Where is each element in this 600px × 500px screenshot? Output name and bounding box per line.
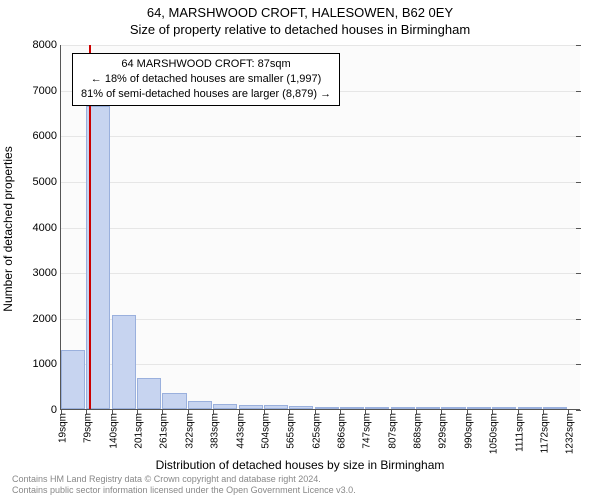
x-tick-label: 19sqm xyxy=(58,413,69,443)
x-tick-label: 443sqm xyxy=(235,413,246,449)
gridline xyxy=(61,228,580,229)
histogram-bar xyxy=(518,407,542,409)
y-tick-label: 7000 xyxy=(17,85,57,97)
histogram-bar xyxy=(416,407,440,409)
y-tick-mark xyxy=(576,364,581,365)
histogram-bar xyxy=(315,407,339,409)
x-tick-label: 747sqm xyxy=(362,413,373,449)
y-tick-label: 4000 xyxy=(17,222,57,234)
annotation-line-1: 64 MARSHWOOD CROFT: 87sqm xyxy=(81,57,331,72)
histogram-bar xyxy=(188,401,212,409)
x-tick-label: 1111sqm xyxy=(514,413,525,452)
histogram-bar xyxy=(391,407,415,409)
annotation-box: 64 MARSHWOOD CROFT: 87sqm ← 18% of detac… xyxy=(72,53,340,106)
histogram-bar xyxy=(365,407,389,409)
annotation-line-3: 81% of semi-detached houses are larger (… xyxy=(81,87,331,102)
footer-line-1: Contains HM Land Registry data © Crown c… xyxy=(12,474,356,485)
property-size-histogram: 64, MARSHWOOD CROFT, HALESOWEN, B62 0EY … xyxy=(0,0,600,500)
x-tick-label: 504sqm xyxy=(260,413,271,449)
histogram-bar xyxy=(213,404,237,409)
x-tick-label: 322sqm xyxy=(184,413,195,449)
x-tick-label: 625sqm xyxy=(311,413,322,449)
x-tick-label: 1172sqm xyxy=(539,413,550,453)
x-tick-label: 1050sqm xyxy=(489,413,500,454)
x-tick-label: 140sqm xyxy=(108,413,119,449)
x-tick-label: 868sqm xyxy=(413,413,424,449)
x-tick-label: 261sqm xyxy=(159,413,170,449)
y-tick-label: 3000 xyxy=(17,267,57,279)
histogram-bar xyxy=(137,378,161,409)
x-tick-label: 79sqm xyxy=(83,413,94,443)
gridline xyxy=(61,45,580,46)
y-tick-mark xyxy=(576,182,581,183)
annotation-line-2: ← 18% of detached houses are smaller (1,… xyxy=(81,72,331,87)
histogram-bar xyxy=(340,407,364,409)
y-tick-mark xyxy=(576,319,581,320)
chart-title-sub: Size of property relative to detached ho… xyxy=(0,22,600,37)
y-tick-label: 8000 xyxy=(17,39,57,51)
gridline xyxy=(61,182,580,183)
histogram-bar xyxy=(441,407,465,409)
x-axis-label: Distribution of detached houses by size … xyxy=(0,458,600,472)
y-tick-mark xyxy=(576,228,581,229)
histogram-bar xyxy=(162,393,186,409)
y-axis-label: Number of detached properties xyxy=(0,0,18,500)
histogram-bar xyxy=(264,405,288,409)
histogram-bar xyxy=(467,407,491,409)
gridline xyxy=(61,319,580,320)
x-tick-label: 383sqm xyxy=(210,413,221,449)
histogram-bar xyxy=(492,407,516,409)
histogram-bar xyxy=(112,315,136,409)
footer-attribution: Contains HM Land Registry data © Crown c… xyxy=(12,474,356,496)
x-tick-label: 201sqm xyxy=(134,413,145,449)
y-tick-mark xyxy=(576,45,581,46)
gridline xyxy=(61,273,580,274)
x-tick-label: 686sqm xyxy=(337,413,348,449)
y-tick-mark xyxy=(576,273,581,274)
footer-line-2: Contains public sector information licen… xyxy=(12,485,356,496)
x-tick-label: 990sqm xyxy=(463,413,474,449)
histogram-bar xyxy=(239,405,263,409)
y-tick-mark xyxy=(576,410,581,411)
y-tick-label: 1000 xyxy=(17,358,57,370)
gridline xyxy=(61,136,580,137)
y-tick-label: 5000 xyxy=(17,176,57,188)
y-tick-mark xyxy=(576,136,581,137)
x-tick-label: 929sqm xyxy=(438,413,449,449)
y-tick-label: 6000 xyxy=(17,130,57,142)
histogram-bar xyxy=(61,350,85,409)
x-tick-label: 565sqm xyxy=(286,413,297,449)
y-tick-label: 2000 xyxy=(17,313,57,325)
y-tick-label: 0 xyxy=(17,404,57,416)
gridline xyxy=(61,364,580,365)
histogram-bar xyxy=(289,406,313,409)
x-tick-label: 807sqm xyxy=(387,413,398,449)
y-tick-mark xyxy=(576,91,581,92)
x-tick-label: 1232sqm xyxy=(565,413,576,454)
chart-title-main: 64, MARSHWOOD CROFT, HALESOWEN, B62 0EY xyxy=(0,5,600,20)
histogram-bar xyxy=(543,407,567,409)
